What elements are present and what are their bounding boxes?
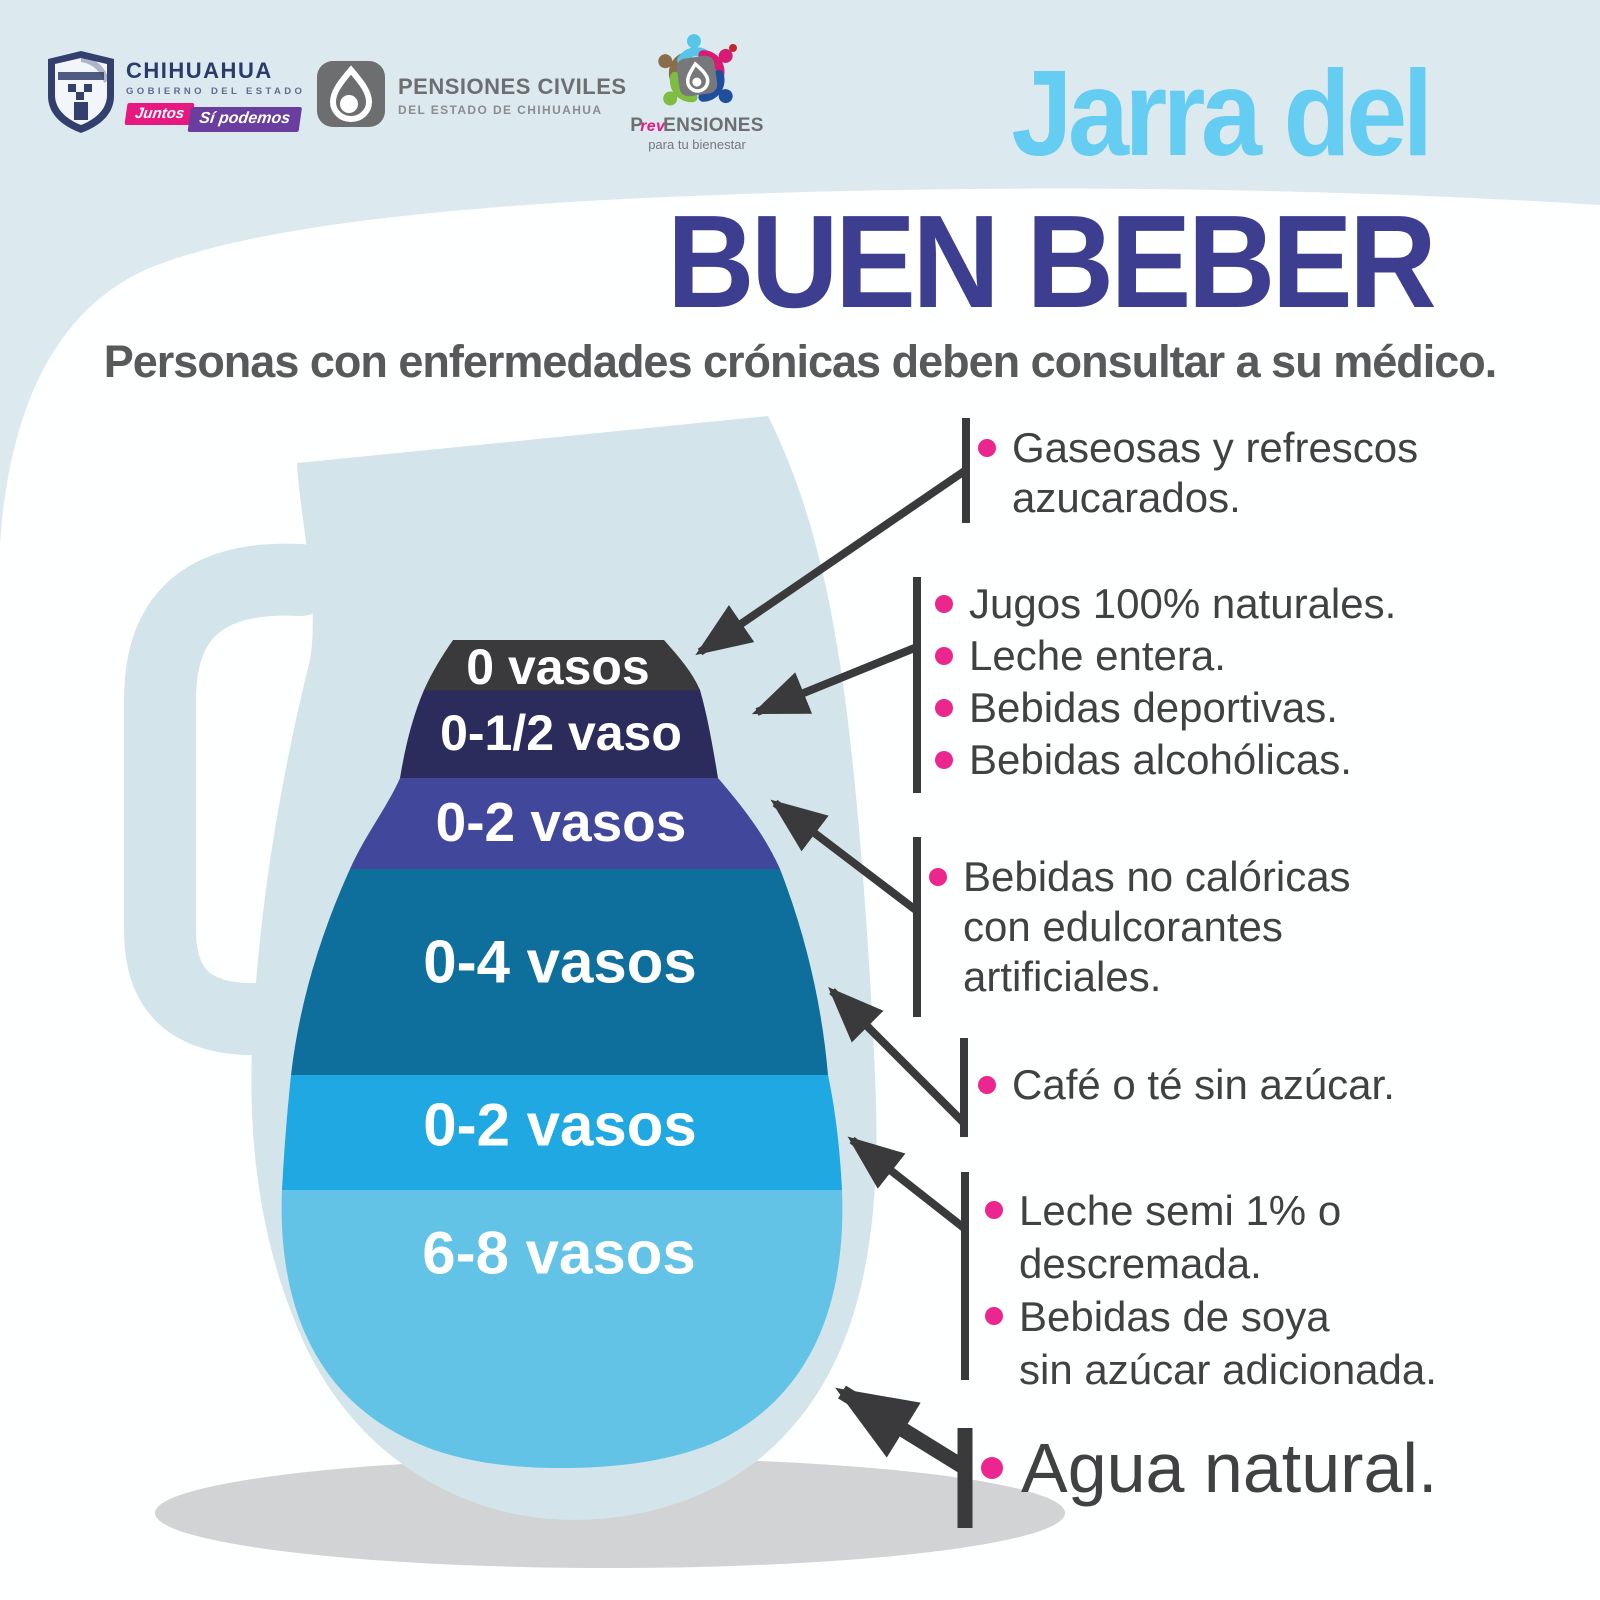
- logo-pensiones-civiles: PENSIONES CIVILES DEL ESTADO DE CHIHUAHU…: [316, 60, 627, 128]
- arrow-to-0-4-vasos: [828, 987, 966, 1125]
- arrow-to-6-8-vasos: [835, 1385, 969, 1475]
- bullet-icon: [935, 595, 953, 613]
- layer-0-2-vasos-cyan: [281, 1075, 843, 1190]
- annotation-agua-natural: Agua natural.: [981, 1424, 1437, 1512]
- list-item: Bebidas no calóricas con edulcorantes ar…: [929, 852, 1351, 1002]
- label-layer-6-8-vasos: 6-8 vasos: [422, 1219, 696, 1287]
- bullet-icon: [935, 699, 953, 717]
- layer-0-4-vasos: [281, 869, 843, 1075]
- prevensiones-wordmark: PrevENSIONES: [630, 115, 764, 136]
- annotation-text: Bebidas deportivas.: [969, 684, 1338, 731]
- annotation-leche-semi-group: Leche semi 1% o descremada. Bebidas de s…: [985, 1184, 1437, 1396]
- prevensiones-people-icon: [658, 34, 737, 106]
- list-item: Bebidas deportivas.: [935, 682, 1396, 734]
- label-layer-0-4-vasos: 0-4 vasos: [423, 928, 697, 996]
- subtitle-warning: Personas con enfermedades crónicas deben…: [103, 336, 1498, 387]
- annotation-text: Gaseosas y refrescos azucarados.: [1012, 424, 1419, 521]
- annotation-text: Jugos 100% naturales.: [969, 580, 1397, 627]
- pitcher-handle: [124, 543, 336, 1056]
- arrow-to-0-vasos: [695, 466, 969, 656]
- arrow-to-0-2-cyan: [847, 1136, 967, 1232]
- title-buen-beber: BUEN BEBER: [666, 188, 1437, 335]
- list-item: Bebidas alcohólicas.: [935, 734, 1396, 786]
- chihuahua-dept: GOBIERNO DEL ESTADO: [126, 86, 306, 97]
- title-jarra-del: Jarra del: [1011, 45, 1433, 181]
- annotation-text: Agua natural.: [1021, 1429, 1438, 1507]
- list-item: Gaseosas y refrescos azucarados.: [978, 423, 1418, 523]
- bullet-icon: [935, 647, 953, 665]
- label-layer-0-12-vaso: 0-1/2 vaso: [440, 705, 682, 761]
- bullet-icon: [978, 439, 996, 457]
- annotation-text: Leche entera.: [969, 632, 1226, 679]
- annotation-brackets: [913, 418, 970, 1380]
- bullet-icon: [978, 1076, 996, 1094]
- badge-si-podemos: Sí podemos: [187, 107, 302, 132]
- annotation-text: Bebidas de soya sin azúcar adicionada.: [1019, 1293, 1437, 1393]
- bullet-icon: [929, 868, 947, 886]
- arrow-to-0-12-vaso: [751, 643, 919, 716]
- bullet-icon: [985, 1307, 1003, 1325]
- list-item: Jugos 100% naturales.: [935, 578, 1396, 630]
- list-item: Bebidas de soya sin azúcar adicionada.: [985, 1290, 1437, 1396]
- label-layer-0-vasos: 0 vasos: [466, 639, 650, 695]
- arrow-to-0-2-vasos: [770, 799, 920, 915]
- arrows: [695, 466, 969, 1232]
- list-item: Agua natural.: [981, 1424, 1437, 1512]
- prevensiones-tagline: para tu bienestar: [648, 137, 746, 152]
- chihuahua-shield-icon: [48, 51, 114, 133]
- list-item: Leche semi 1% o descremada.: [985, 1184, 1437, 1290]
- pensiones-droplet-icon: [317, 61, 385, 127]
- label-layer-0-2-vasos: 0-2 vasos: [435, 791, 687, 853]
- badge-juntos: Juntos: [124, 103, 195, 125]
- annotation-text: Café o té sin azúcar.: [1012, 1061, 1395, 1108]
- bullet-icon: [981, 1457, 1003, 1479]
- annotation-text: Bebidas alcohólicas.: [969, 736, 1352, 783]
- chihuahua-wordmark: CHIHUAHUA: [126, 58, 273, 83]
- annotation-no-caloricas: Bebidas no calóricas con edulcorantes ar…: [929, 852, 1351, 1002]
- bullet-icon: [935, 751, 953, 769]
- annotation-gaseosas: Gaseosas y refrescos azucarados.: [978, 423, 1418, 523]
- logo-chihuahua: CHIHUAHUA GOBIERNO DEL ESTADO Juntos Sí p…: [46, 50, 305, 134]
- list-item: Leche entera.: [935, 630, 1396, 682]
- pensiones-wordmark: PENSIONES CIVILES: [398, 74, 627, 99]
- pensiones-dept: DEL ESTADO DE CHIHUAHUA: [398, 103, 603, 117]
- annotation-text: Leche semi 1% o descremada.: [1019, 1187, 1342, 1287]
- prevensiones-script: rev: [640, 118, 666, 135]
- logo-prevensiones: PrevENSIONES para tu bienestar: [622, 34, 772, 152]
- annotation-cafe-te: Café o té sin azúcar.: [978, 1059, 1395, 1111]
- bullet-icon: [985, 1201, 1003, 1219]
- list-item: Café o té sin azúcar.: [978, 1059, 1395, 1111]
- label-layer-0-2-cyan: 0-2 vasos: [423, 1091, 697, 1159]
- annotation-jugos-group: Jugos 100% naturales. Leche entera. Bebi…: [935, 578, 1396, 786]
- annotation-text: Bebidas no calóricas con edulcorantes ar…: [963, 853, 1351, 1000]
